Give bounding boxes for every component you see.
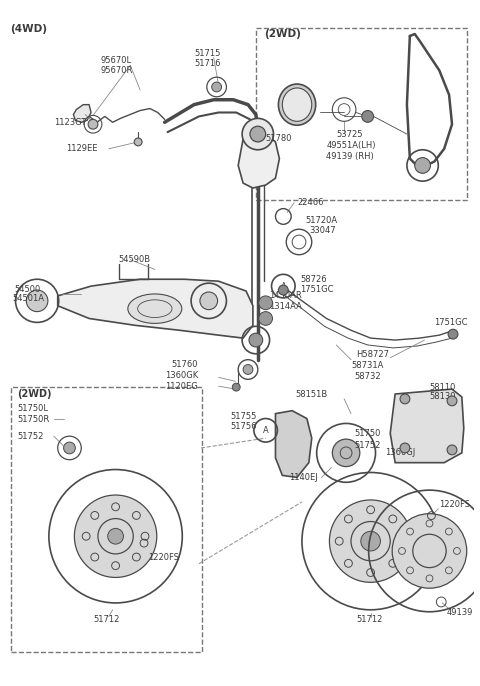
Circle shape	[415, 158, 431, 174]
Circle shape	[134, 138, 142, 146]
Text: 53725: 53725	[336, 130, 363, 139]
Circle shape	[447, 445, 457, 455]
Text: A: A	[280, 282, 286, 291]
Circle shape	[249, 333, 263, 347]
Text: 49139: 49139	[446, 608, 472, 617]
Text: 51715: 51715	[194, 49, 220, 58]
Circle shape	[392, 514, 467, 588]
Text: 33047: 33047	[309, 226, 336, 235]
Text: 58732: 58732	[354, 372, 381, 381]
Text: 51780: 51780	[265, 134, 292, 143]
Circle shape	[200, 292, 217, 309]
Text: 58731A: 58731A	[351, 361, 384, 370]
Circle shape	[212, 82, 221, 92]
Text: 58130: 58130	[430, 392, 456, 401]
Circle shape	[108, 528, 123, 544]
Circle shape	[362, 110, 373, 122]
Polygon shape	[238, 134, 279, 188]
Text: 51712: 51712	[93, 615, 120, 624]
Text: 1751GC: 1751GC	[300, 285, 334, 294]
Circle shape	[259, 311, 273, 325]
Text: 51750R: 51750R	[17, 415, 50, 424]
Text: (4WD): (4WD)	[11, 24, 48, 34]
Circle shape	[26, 290, 48, 311]
Circle shape	[232, 383, 240, 391]
Text: 51755: 51755	[230, 412, 257, 421]
Bar	[11, 387, 202, 652]
Text: 1129EE: 1129EE	[67, 144, 98, 153]
Text: (2WD): (2WD)	[264, 29, 300, 39]
Circle shape	[400, 394, 410, 404]
Text: 58151B: 58151B	[295, 390, 327, 399]
Text: 51712: 51712	[356, 615, 382, 624]
Text: 51756: 51756	[230, 422, 257, 431]
Text: 1120EG: 1120EG	[165, 381, 197, 390]
Text: 1314AA: 1314AA	[270, 303, 302, 311]
Circle shape	[242, 119, 274, 150]
Circle shape	[278, 285, 288, 295]
Text: 95670R: 95670R	[101, 66, 133, 75]
Text: 51750L: 51750L	[17, 404, 48, 413]
Circle shape	[74, 495, 157, 578]
Polygon shape	[73, 105, 91, 122]
Text: 1360GJ: 1360GJ	[385, 449, 416, 458]
Text: (2WD): (2WD)	[17, 389, 52, 399]
Ellipse shape	[282, 88, 312, 121]
Text: 95670L: 95670L	[101, 56, 132, 65]
Text: 54590B: 54590B	[119, 255, 151, 264]
Text: 1220FS: 1220FS	[439, 500, 470, 509]
Text: A: A	[263, 426, 268, 435]
Text: 22466: 22466	[297, 198, 324, 207]
Circle shape	[259, 296, 273, 309]
Text: 1220FS: 1220FS	[148, 554, 179, 563]
Text: H58727: H58727	[356, 351, 389, 359]
Bar	[256, 28, 467, 200]
Circle shape	[243, 364, 253, 375]
Polygon shape	[276, 411, 312, 477]
Circle shape	[448, 329, 458, 339]
Text: 54501A: 54501A	[12, 294, 45, 303]
Text: 51752: 51752	[17, 431, 44, 440]
Circle shape	[447, 396, 457, 406]
Text: 54500: 54500	[14, 285, 41, 294]
Polygon shape	[58, 279, 253, 338]
Circle shape	[329, 500, 412, 582]
Text: 49139 (RH): 49139 (RH)	[326, 152, 374, 161]
Text: 51760: 51760	[171, 360, 198, 369]
Circle shape	[332, 439, 360, 466]
Circle shape	[63, 442, 75, 454]
Text: 1751GC: 1751GC	[434, 318, 468, 327]
Circle shape	[361, 532, 381, 551]
Circle shape	[250, 126, 265, 142]
Text: 58110: 58110	[430, 383, 456, 392]
Text: 1360GK: 1360GK	[165, 371, 198, 380]
Text: 1123GT: 1123GT	[54, 118, 86, 127]
Text: 1140EJ: 1140EJ	[289, 473, 318, 482]
Ellipse shape	[278, 84, 316, 126]
Text: 51716: 51716	[194, 59, 220, 68]
Text: 51752: 51752	[354, 440, 380, 449]
Polygon shape	[390, 389, 464, 462]
Circle shape	[400, 443, 410, 453]
Ellipse shape	[128, 294, 182, 323]
Text: 51750: 51750	[354, 429, 380, 438]
Circle shape	[88, 119, 98, 129]
Text: 58726: 58726	[300, 274, 326, 284]
Text: 51720A: 51720A	[305, 216, 337, 225]
Text: 1430AR: 1430AR	[270, 292, 302, 300]
Text: 49551A(LH): 49551A(LH)	[326, 141, 376, 150]
